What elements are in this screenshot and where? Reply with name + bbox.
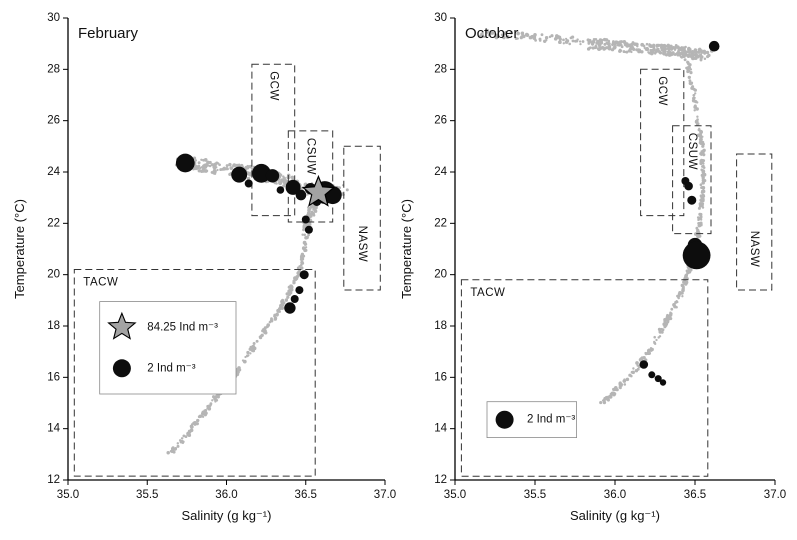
abundance-bubbles [639,40,720,386]
x-tick-label: 35.0 [57,489,79,501]
water-mass-label-nasw: NASW [748,231,760,268]
abundance-bubbles [175,153,342,314]
y-axis-label: Temperature (°C) [400,199,414,299]
water-mass-label-gcw: GCW [267,71,279,101]
legend-circle-icon [495,410,514,429]
x-tick-label: 36.5 [684,489,706,501]
legend-label: 2 Ind m⁻³ [147,362,195,374]
x-tick-label: 36.0 [215,489,237,501]
y-tick-label: 16 [434,371,447,383]
water-mass-label-csuw: CSUW [686,133,698,170]
y-tick-label: 16 [47,371,60,383]
legend-label: 2 Ind m⁻³ [527,414,575,426]
water-mass-box-nasw [736,153,773,291]
water-mass-label-tacw: TACW [83,277,118,289]
panel-title: February [78,25,139,42]
water-mass-box-tacw [460,279,709,477]
water-mass-box-csuw [672,125,712,235]
legend-circle-icon [112,359,131,378]
panel-title: October [465,25,518,42]
x-axis-label: Salinity (g kg⁻¹) [182,508,272,523]
legend-label: 84.25 Ind m⁻³ [147,321,218,333]
star-marker [301,174,336,207]
water-mass-box-tacw [73,269,316,477]
water-mass-box-gcw [640,68,685,217]
water-mass-box-csuw [287,130,334,223]
february-panel: GCW CSUW NASW TACW 84.25 Ind m⁻³ 2 Ind m⁻³ 35.… [12,12,396,523]
water-mass-label-csuw: CSUW [305,138,317,175]
ts-scatter-points [478,28,714,405]
x-tick-label: 37.0 [374,489,396,501]
y-axis-label: Temperature (°C) [12,199,27,299]
y-tick-label: 22 [434,217,447,229]
water-mass-label-tacw: TACW [470,287,505,299]
legend-star-icon [107,311,137,340]
x-tick-label: 37.0 [764,489,786,501]
y-tick-label: 12 [47,474,60,486]
x-axis-label: Salinity (g kg⁻¹) [570,508,660,523]
y-tick-label: 30 [47,12,60,24]
water-mass-box-nasw [343,145,381,291]
y-tick-label: 20 [47,269,60,281]
x-tick-label: 36.0 [604,489,626,501]
water-mass-label-nasw: NASW [356,226,368,263]
y-tick-label: 20 [434,269,447,281]
y-tick-label: 18 [434,320,447,332]
y-tick-label: 26 [47,115,60,127]
y-tick-label: 26 [434,115,447,127]
y-tick-label: 30 [434,12,447,24]
y-tick-label: 24 [47,166,60,178]
y-tick-label: 28 [434,63,447,75]
water-mass-label-gcw: GCW [656,76,668,106]
water-mass-box-gcw [251,63,296,217]
x-tick-label: 35.0 [444,489,466,501]
y-tick-label: 18 [47,320,60,332]
y-tick-label: 24 [434,166,447,178]
y-tick-label: 14 [434,423,447,435]
y-tick-label: 12 [434,474,447,486]
y-tick-label: 22 [47,217,60,229]
y-tick-label: 28 [47,63,60,75]
october-panel: GCW CSUW NASW TACW 2 Ind m⁻³ 35.0 35.5 36.0 36.5… [400,12,786,523]
x-tick-label: 35.5 [136,489,158,501]
y-tick-label: 14 [47,423,60,435]
legend-box [99,301,237,395]
x-tick-label: 36.5 [295,489,317,501]
x-tick-label: 35.5 [524,489,546,501]
